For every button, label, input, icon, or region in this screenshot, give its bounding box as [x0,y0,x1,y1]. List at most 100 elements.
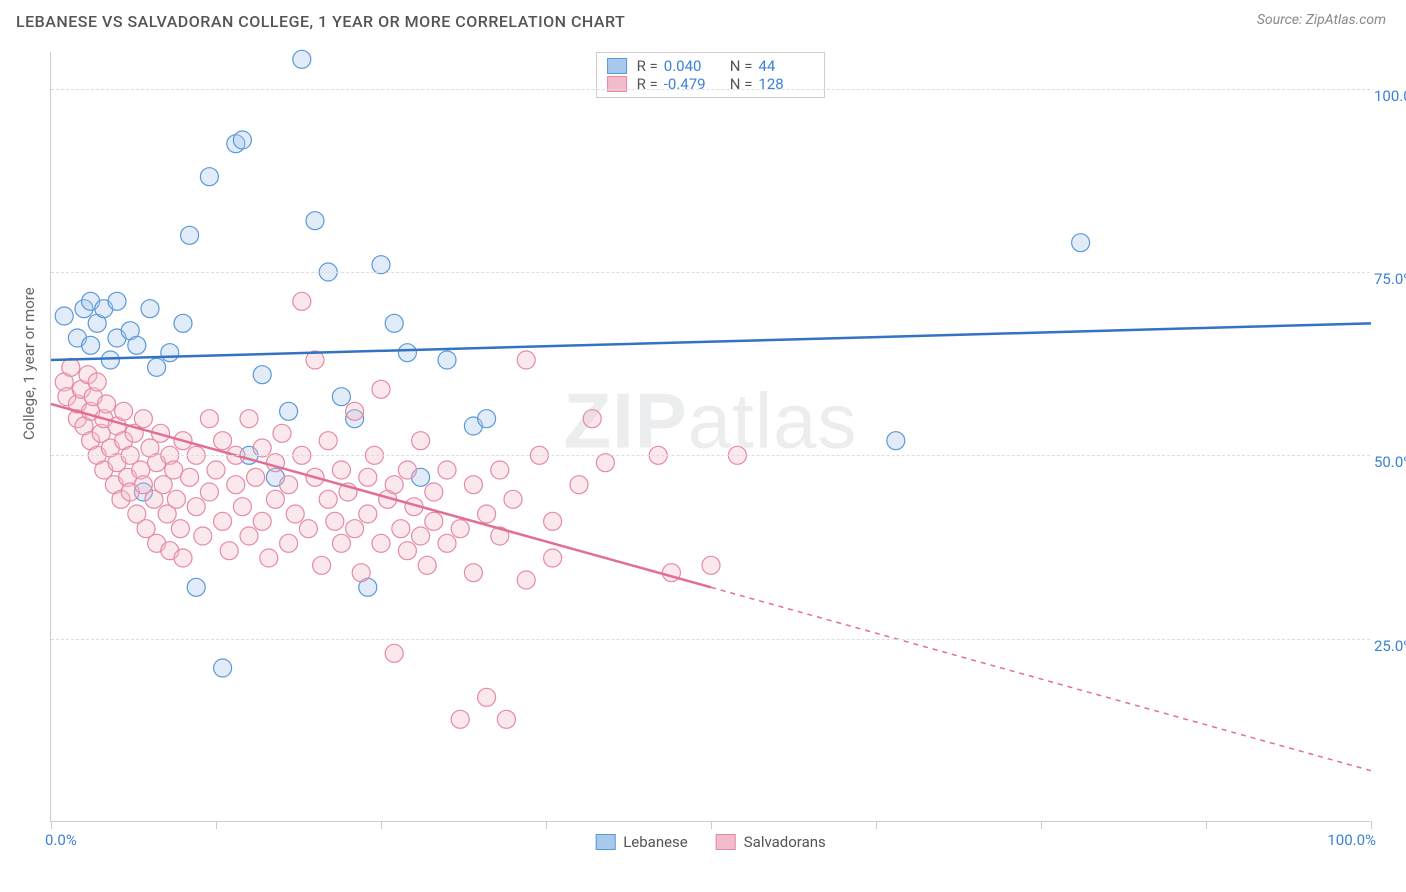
data-point-lebanese [108,292,126,310]
data-point-salvadorans [115,402,133,420]
data-point-salvadorans [82,402,100,420]
x-tick [1371,821,1372,829]
gridline [51,272,1370,273]
data-point-lebanese [887,432,905,450]
data-point-salvadorans [165,461,183,479]
data-point-salvadorans [181,468,199,486]
x-tick [876,821,877,829]
data-point-salvadorans [412,527,430,545]
data-point-salvadorans [167,490,185,508]
data-point-lebanese [412,468,430,486]
data-point-salvadorans [286,505,304,523]
data-point-lebanese [306,212,324,230]
x-tick [546,821,547,829]
data-point-salvadorans [313,556,331,574]
data-point-salvadorans [121,483,139,501]
data-point-salvadorans [379,490,397,508]
data-point-salvadorans [544,549,562,567]
legend-r-value: -0.479 [664,75,720,93]
data-point-salvadorans [200,483,218,501]
legend-r-label: R = [637,57,658,75]
x-axis-min-label: 0.0% [45,831,77,849]
data-point-salvadorans [306,468,324,486]
x-axis-max-label: 100.0% [1327,831,1376,849]
data-point-salvadorans [220,542,238,560]
chart-plot-area: ZIPatlas R = 0.040 N = 44 R = -0.479 N =… [50,52,1370,822]
legend-n-value: 128 [758,75,814,93]
data-point-salvadorans [214,512,232,530]
scatter-svg [51,52,1371,822]
watermark-text: ZIPatlas [563,376,857,467]
chart-title: LEBANESE VS SALVADORAN COLLEGE, 1 YEAR O… [16,12,625,31]
data-point-salvadorans [570,476,588,494]
data-point-salvadorans [152,424,170,442]
x-tick [216,821,217,829]
data-point-salvadorans [154,476,172,494]
legend-n-label: N = [730,75,753,93]
data-point-salvadorans [68,410,86,428]
data-point-lebanese [266,468,284,486]
data-point-salvadorans [451,520,469,538]
data-point-lebanese [82,292,100,310]
data-point-salvadorans [174,549,192,567]
data-point-lebanese [101,351,119,369]
series-legend: Lebanese Salvadorans [595,833,826,851]
data-point-salvadorans [82,432,100,450]
data-point-salvadorans [299,520,317,538]
legend-swatch-blue [595,834,615,850]
data-point-salvadorans [517,351,535,369]
data-point-salvadorans [346,402,364,420]
data-point-lebanese [121,322,139,340]
data-point-salvadorans [464,476,482,494]
data-point-salvadorans [174,432,192,450]
data-point-salvadorans [372,380,390,398]
data-point-lebanese [253,366,271,384]
data-point-salvadorans [148,534,166,552]
data-point-salvadorans [266,490,284,508]
data-point-salvadorans [233,498,251,516]
data-point-salvadorans [108,417,126,435]
data-point-salvadorans [398,542,416,560]
x-tick [1041,821,1042,829]
legend-item-salvadorans: Salvadorans [716,833,826,851]
data-point-lebanese [372,256,390,274]
y-tick-label: 100.0% [1374,87,1406,105]
data-point-salvadorans [332,534,350,552]
data-point-lebanese [181,226,199,244]
data-point-salvadorans [332,461,350,479]
legend-swatch-pink [716,834,736,850]
data-point-salvadorans [478,688,496,706]
gridline [51,89,1370,90]
legend-swatch-blue [607,58,627,74]
data-point-lebanese [88,314,106,332]
data-point-lebanese [148,358,166,376]
y-tick-label: 75.0% [1374,270,1406,288]
data-point-lebanese [141,300,159,318]
data-point-salvadorans [346,520,364,538]
correlation-legend: R = 0.040 N = 44 R = -0.479 N = 128 [596,52,826,98]
data-point-salvadorans [148,454,166,472]
data-point-salvadorans [517,571,535,589]
legend-r-label: R = [637,75,658,93]
data-point-salvadorans [319,432,337,450]
legend-row-salvadorans: R = -0.479 N = 128 [607,75,815,93]
data-point-salvadorans [596,454,614,472]
data-point-salvadorans [247,468,265,486]
data-point-salvadorans [478,505,496,523]
data-point-salvadorans [55,373,73,391]
data-point-salvadorans [293,292,311,310]
data-point-salvadorans [398,461,416,479]
x-tick [51,821,52,829]
x-tick [711,821,712,829]
trend-line-salvadorans [51,404,711,587]
data-point-salvadorans [72,380,90,398]
data-point-salvadorans [134,476,152,494]
data-point-salvadorans [702,556,720,574]
data-point-salvadorans [95,461,113,479]
gridline [51,639,1370,640]
data-point-lebanese [464,417,482,435]
data-point-lebanese [200,168,218,186]
data-point-lebanese [187,578,205,596]
source-attribution: Source: ZipAtlas.com [1257,12,1386,28]
data-point-salvadorans [134,410,152,428]
